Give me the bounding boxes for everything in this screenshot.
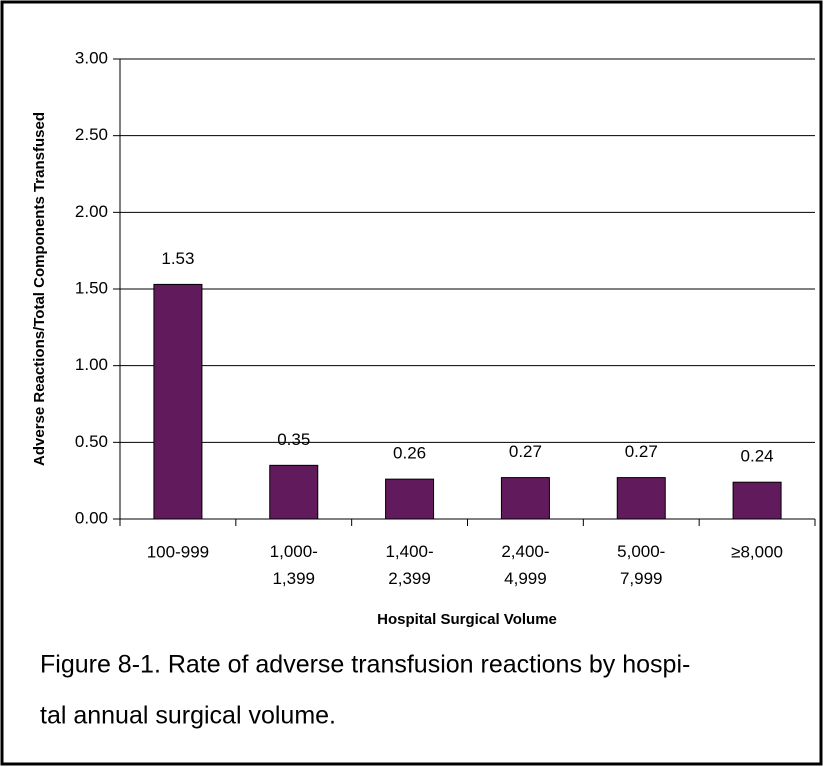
x-tick-label: 2,400-4,999 bbox=[501, 542, 549, 588]
x-tick-label: 1,400-2,399 bbox=[385, 542, 433, 588]
value-label: 0.24 bbox=[741, 447, 774, 466]
bar bbox=[616, 477, 666, 520]
bar bbox=[153, 283, 203, 520]
y-tick-label: 1.50 bbox=[75, 278, 108, 297]
value-label: 0.27 bbox=[509, 442, 542, 461]
y-tick-label: 2.50 bbox=[75, 125, 108, 144]
value-label: 0.27 bbox=[625, 442, 658, 461]
bar bbox=[385, 478, 435, 520]
y-axis-title: Adverse Reactions/Total Components Trans… bbox=[31, 112, 48, 466]
value-label: 0.26 bbox=[393, 444, 426, 463]
y-tick-label: 2.00 bbox=[75, 202, 108, 221]
y-tick-label: 3.00 bbox=[75, 48, 108, 67]
bar bbox=[500, 477, 550, 520]
x-tick-label: 100-999 bbox=[147, 542, 209, 561]
caption: Figure 8-1. Rate of adverse transfusion … bbox=[40, 651, 690, 679]
caption: tal annual surgical volume. bbox=[40, 702, 336, 730]
y-tick-label: 1.00 bbox=[75, 355, 108, 374]
bar bbox=[732, 481, 782, 520]
x-axis-title: Hospital Surgical Volume bbox=[377, 611, 557, 628]
y-tick-label: 0.50 bbox=[75, 432, 108, 451]
x-tick-label: 5,000-7,999 bbox=[617, 542, 665, 588]
x-tick-label: 1,000-1,399 bbox=[270, 542, 318, 588]
x-tick-label: ≥8,000 bbox=[731, 542, 783, 561]
y-tick-label: 0.00 bbox=[75, 508, 108, 527]
value-label: 1.53 bbox=[161, 249, 194, 268]
value-label: 0.35 bbox=[277, 430, 310, 449]
bar bbox=[269, 464, 319, 520]
